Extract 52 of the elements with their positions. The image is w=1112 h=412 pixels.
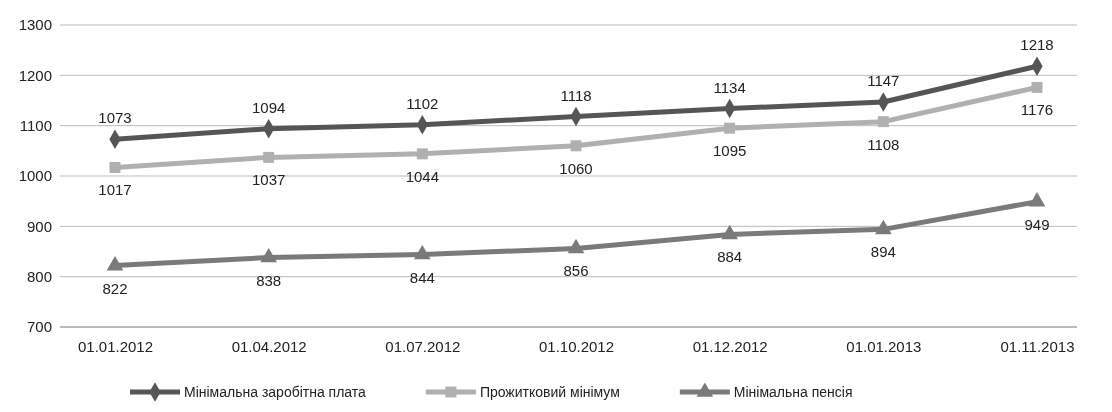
point [109, 161, 121, 173]
data-label: 838 [256, 271, 282, 289]
data-label: 1073 [98, 109, 132, 127]
data-label: 1102 [406, 94, 439, 112]
x-tick-label: 01.12.2012 [692, 337, 768, 355]
y-tick-label: 1200 [18, 66, 52, 84]
data-label: 1134 [713, 78, 746, 96]
point [570, 140, 582, 152]
y-tick-label: 1300 [18, 16, 52, 34]
data-label: 1176 [1020, 101, 1054, 119]
y-tick-label: 800 [26, 267, 52, 285]
point [260, 247, 277, 263]
x-tick-label: 01.01.2013 [846, 337, 922, 355]
data-label: 1095 [712, 142, 747, 160]
data-label: 894 [870, 243, 896, 261]
point [721, 224, 738, 240]
data-label: 822 [102, 279, 128, 297]
data-label: 1060 [559, 159, 593, 177]
point [414, 244, 431, 260]
data-label: 1118 [560, 86, 592, 104]
x-tick-label: 01.11.2013 [1000, 337, 1075, 355]
data-label: 856 [563, 262, 589, 280]
legend-label: Мінімальна заробітна плата [184, 384, 367, 400]
point [875, 219, 892, 235]
y-tick-label: 900 [26, 217, 52, 235]
data-label: 1017 [98, 181, 132, 199]
data-label: 844 [409, 268, 435, 286]
legend-label: Прожитковий мінімум [479, 384, 620, 400]
data-label: 1108 [867, 135, 900, 153]
x-tick-label: 01.04.2012 [231, 337, 307, 355]
point [1031, 81, 1043, 93]
data-label: 949 [1024, 215, 1050, 233]
legend-label: Мінімальна пенсія [733, 384, 853, 400]
data-label: 1218 [1020, 36, 1054, 54]
point [567, 238, 585, 254]
point [724, 122, 736, 134]
x-tick-label: 01.10.2012 [538, 337, 615, 355]
data-label: 1094 [251, 98, 286, 116]
y-tick-label: 1100 [19, 116, 52, 134]
data-label: 884 [717, 248, 743, 266]
point [416, 148, 428, 160]
point [106, 255, 124, 271]
data-label: 1044 [405, 167, 440, 185]
y-tick-label: 1000 [18, 167, 52, 185]
data-label: 1037 [251, 171, 286, 189]
y-tick-label: 700 [26, 318, 52, 336]
data-label: 1147 [867, 72, 900, 90]
point [263, 151, 275, 163]
point [1028, 192, 1046, 207]
x-tick-label: 01.07.2012 [385, 337, 461, 355]
x-tick-label: 01.01.2012 [77, 337, 154, 355]
point [877, 116, 889, 128]
